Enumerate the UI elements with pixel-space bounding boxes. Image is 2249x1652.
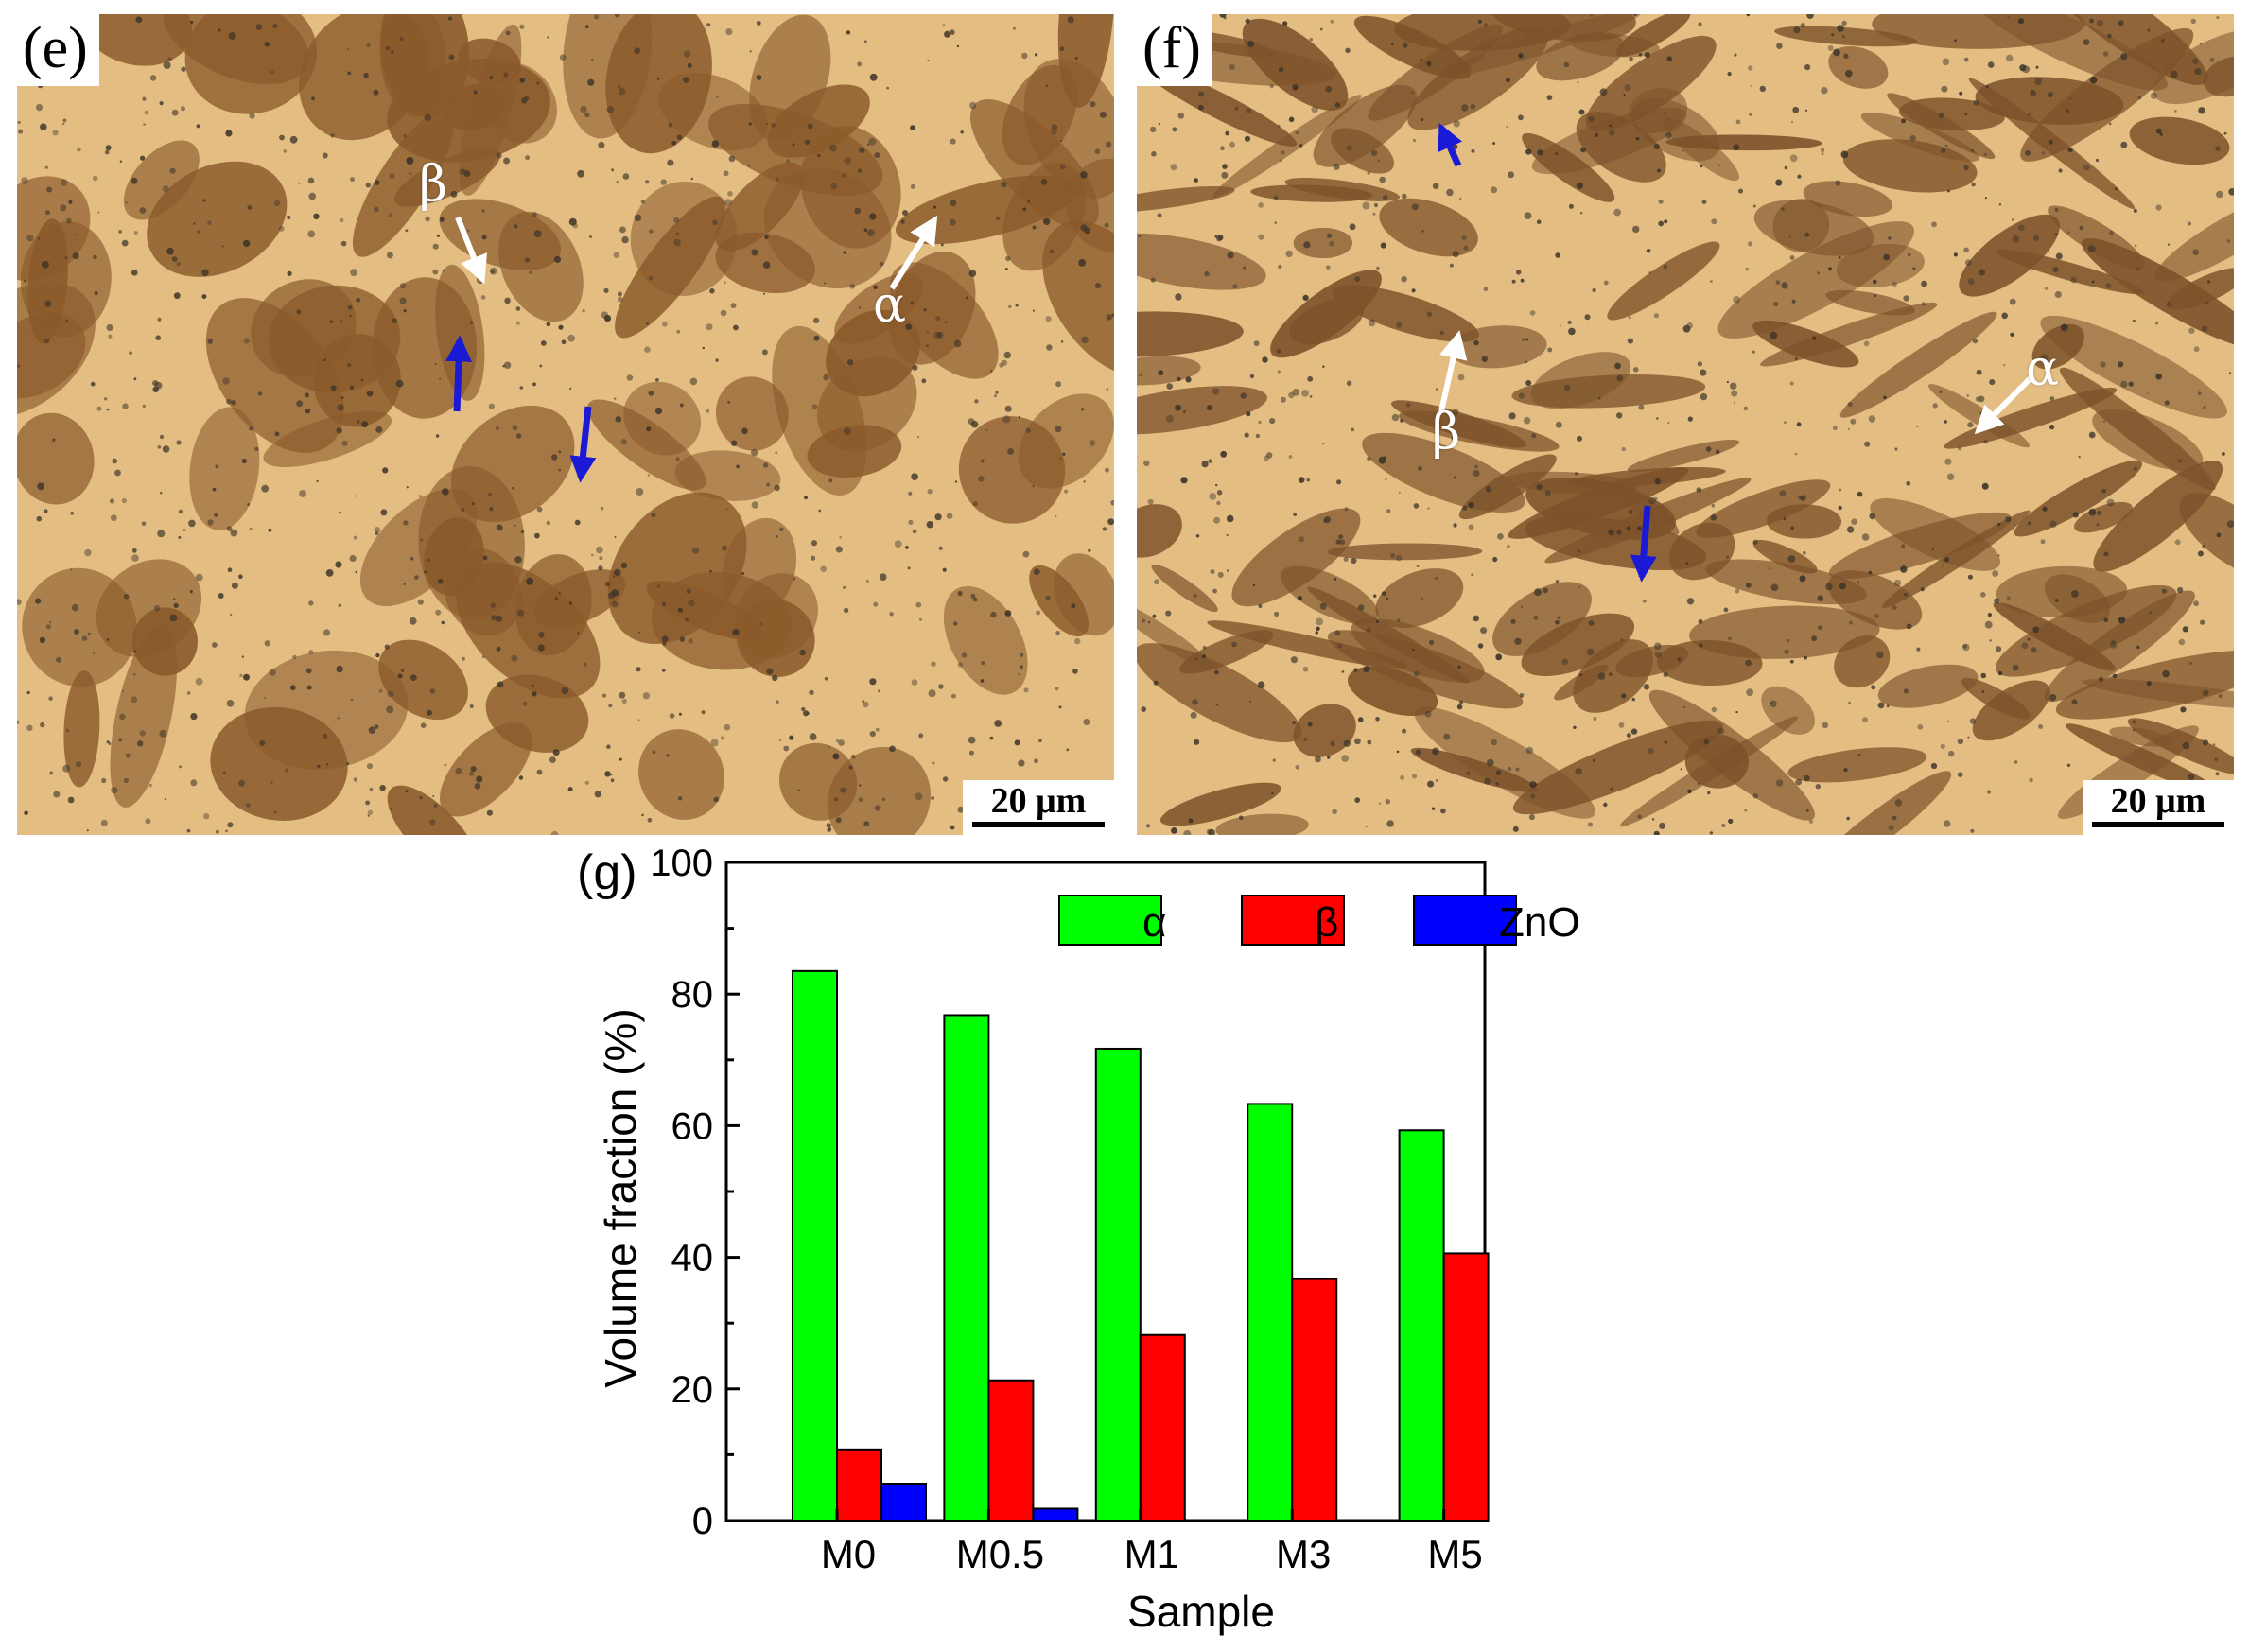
- panel-label-e: (e): [17, 14, 99, 86]
- phase-pointer-arrow: [1438, 330, 1468, 412]
- phase-pointer-arrow: [889, 215, 938, 290]
- scale-text-e: 20 μm: [990, 781, 1087, 821]
- legend-swatch-α: [1058, 895, 1162, 946]
- micrograph-e: (e) β α 20 μm: [17, 14, 1114, 835]
- volume-fraction-chart: (g) 0 20 40 60 80 100 M0 M0.5 M1 M3 M5 α β ZnO Volume…: [577, 843, 1580, 1636]
- bar-ZnO-M0.5: [1032, 1507, 1079, 1522]
- phase-pointer-arrow: [1974, 375, 2033, 435]
- bar-ZnO-M0: [880, 1483, 927, 1522]
- scale-bar-f: 20 μm: [2083, 780, 2234, 835]
- x-tick-label: M0.5: [956, 1532, 1044, 1576]
- y-tick-label: 0: [692, 1501, 713, 1542]
- bar-β-M1: [1139, 1333, 1186, 1522]
- blue-marker-arrow: [445, 335, 473, 412]
- bar-α-M1: [1094, 1047, 1142, 1522]
- chart-panel: (g) 0 20 40 60 80 100 M0 M0.5 M1 M3 M5 α β ZnO Volume…: [567, 842, 1702, 1652]
- x-tick-label: M0: [821, 1532, 876, 1576]
- bar-β-M0: [836, 1448, 882, 1522]
- legend-label: ZnO: [1499, 899, 1580, 946]
- alpha-label-e: α: [873, 277, 907, 334]
- x-axis-label: Sample: [1127, 1587, 1275, 1636]
- legend-label: α: [1142, 899, 1166, 946]
- bar-α-M0.5: [943, 1014, 990, 1522]
- beta-phase-regions: [17, 14, 1114, 835]
- legend-swatch-ZnO: [1413, 895, 1517, 946]
- x-tick-label: M3: [1276, 1532, 1331, 1576]
- scale-bar-e: 20 μm: [963, 780, 1114, 835]
- y-tick-label: 100: [650, 843, 713, 884]
- x-tick-label: M5: [1427, 1532, 1482, 1576]
- blue-marker-arrow: [569, 406, 597, 483]
- bar-α-M0: [792, 969, 838, 1522]
- bar-β-M0.5: [987, 1379, 1035, 1522]
- dark-precipitate-spots: [17, 14, 1114, 835]
- beta-label-e: β: [419, 156, 448, 213]
- bar-β-M3: [1291, 1278, 1338, 1522]
- micrograph-f: (f) β α 20 μm: [1137, 14, 2234, 835]
- y-axis: 0 20 40 60 80 100: [650, 843, 740, 1542]
- y-tick-label: 60: [671, 1105, 714, 1147]
- y-axis-label: Volume fraction (%): [596, 1008, 645, 1387]
- dark-precipitate-spots: [1138, 14, 2234, 835]
- x-tick-label: M1: [1124, 1532, 1179, 1576]
- scale-line-e: [972, 822, 1105, 827]
- bars: M0 M0.5 M1 M3 M5: [792, 969, 1490, 1576]
- y-tick-label: 20: [671, 1369, 714, 1411]
- blue-marker-arrow: [1630, 505, 1657, 583]
- legend-swatch-β: [1241, 895, 1345, 946]
- legend: α β ZnO: [1058, 895, 1580, 946]
- panel-label-f: (f): [1137, 14, 1212, 86]
- plot-area: 0 20 40 60 80 100 M0 M0.5 M1 M3 M5 α β ZnO: [650, 843, 1579, 1576]
- blue-marker-arrow: [1438, 122, 1462, 167]
- legend-label: β: [1315, 899, 1338, 946]
- bar-α-M5: [1398, 1129, 1445, 1522]
- alpha-label-f: α: [2026, 340, 2060, 397]
- bar-β-M5: [1442, 1252, 1490, 1522]
- y-tick-label: 40: [671, 1238, 714, 1279]
- phase-pointer-arrow: [455, 216, 488, 285]
- panel-label-g: (g): [577, 845, 637, 900]
- scale-text-f: 20 μm: [2110, 781, 2206, 821]
- micrograph-e-image: [17, 14, 1114, 835]
- y-tick-label: 80: [671, 974, 714, 1016]
- scale-line-f: [2092, 822, 2224, 827]
- beta-label-f: β: [1432, 404, 1461, 461]
- bar-α-M3: [1247, 1103, 1294, 1522]
- micrograph-f-image: [1137, 14, 2234, 835]
